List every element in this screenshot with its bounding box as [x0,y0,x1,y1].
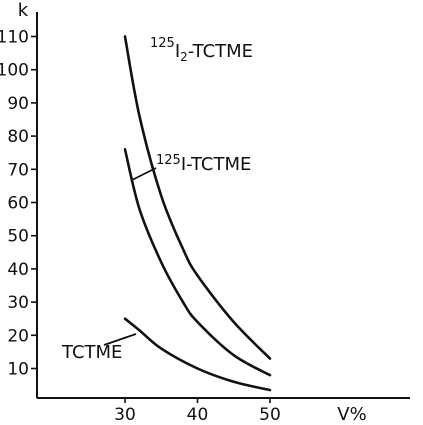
y-tick-label: 40 [7,260,29,280]
series-line-tctme [123,317,272,392]
y-tick-label: 60 [7,194,29,214]
y-tick-label: 110 [0,28,29,48]
series-line-125i2-tctme [123,35,272,360]
leader-line-tctme [103,333,137,346]
series-line-125i-tctme [123,148,272,377]
y-tick-label: 30 [7,293,29,313]
series-lines [123,35,272,392]
y-tick-label: 50 [7,227,29,247]
leader-line-125i-tctme [131,167,157,181]
axes: 10 20 30 40 50 60 70 80 90 100 110 30 40 50 k V% [0,0,410,425]
y-tick-label: 90 [7,94,29,114]
y-axis-label: k [18,0,29,21]
y-tick-label: 100 [0,61,29,81]
series-labels: TCTME 125I-TCTME 125I2-TCTME [61,36,253,363]
y-tick-label: 80 [7,127,29,147]
x-axis-label: V% [337,404,366,425]
x-tick-label: 50 [259,405,281,425]
x-tick-label: 40 [187,405,209,425]
x-tick-label: 30 [114,405,136,425]
series-label-tctme: TCTME [61,342,122,363]
series-label-125i-tctme: 125I-TCTME [156,153,251,175]
series-label-125i2-tctme: 125I2-TCTME [150,36,253,64]
y-tick-label: 10 [7,360,29,380]
y-tick-label: 70 [7,160,29,180]
y-tick-label: 20 [7,326,29,346]
